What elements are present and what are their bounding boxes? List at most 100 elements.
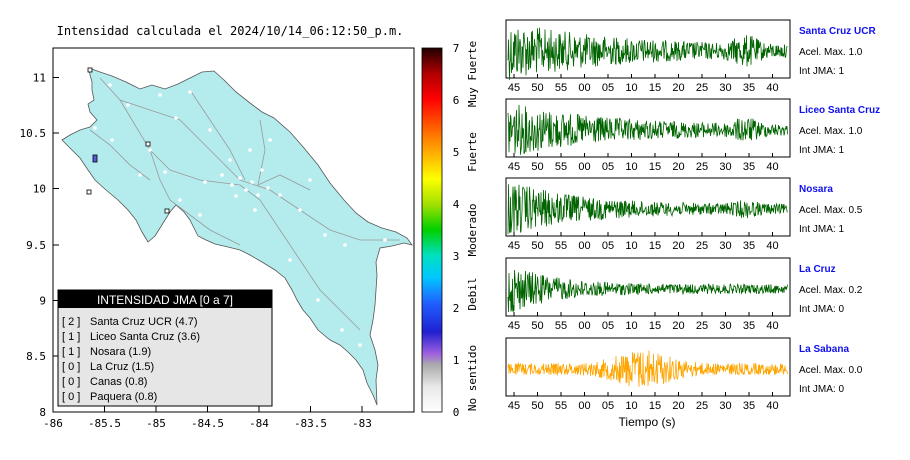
waveform-series xyxy=(507,104,788,155)
station-marker xyxy=(164,208,170,214)
colorbar-label: Moderado xyxy=(466,204,479,257)
wave-x-tick-label: 30 xyxy=(719,161,731,173)
town-dot xyxy=(343,243,347,247)
town-dot xyxy=(248,148,252,152)
town-dot xyxy=(126,103,130,107)
town-dot xyxy=(260,168,264,172)
x-tick-label: -86 xyxy=(43,417,63,430)
wave-x-tick-label: 15 xyxy=(649,400,661,412)
wave-x-tick-label: 10 xyxy=(625,161,637,173)
wave-x-tick-label: 20 xyxy=(672,240,684,252)
x-axis-label: Tiempo (s) xyxy=(619,415,676,429)
wave-x-tick-label: 55 xyxy=(555,320,567,332)
colorbar-label: No sentido xyxy=(466,345,479,411)
town-dot xyxy=(268,138,272,142)
town-dot xyxy=(238,176,242,180)
station-marker xyxy=(87,67,93,73)
wave-x-tick-label: 40 xyxy=(766,82,778,94)
wave-x-tick-label: 50 xyxy=(531,161,543,173)
wave-x-tick-label: 10 xyxy=(625,320,637,332)
colorbar-tick-label: 0 xyxy=(453,406,460,419)
waveform-series xyxy=(507,184,788,235)
wave-x-tick-label: 10 xyxy=(625,82,637,94)
y-tick-label: 9.5 xyxy=(26,239,46,252)
wave-x-tick-label: 30 xyxy=(719,82,731,94)
wave-x-tick-label: 35 xyxy=(743,240,755,252)
x-tick-label: -84 xyxy=(249,417,269,430)
town-markers xyxy=(93,83,387,347)
station-markers xyxy=(86,67,170,214)
wave-x-tick-label: 15 xyxy=(649,161,661,173)
y-tick-label: 8 xyxy=(39,406,46,419)
town-dot xyxy=(256,193,260,197)
town-dot xyxy=(174,116,178,120)
town-dot xyxy=(93,126,97,130)
legend-item-level: [ 0 ] xyxy=(62,361,80,373)
colorbar-tick-label: 3 xyxy=(453,250,460,263)
legend-item-level: [ 1 ] xyxy=(62,346,80,358)
wave-x-tick-label: 15 xyxy=(649,320,661,332)
legend-item-level: [ 1 ] xyxy=(62,331,80,343)
x-tick-label: -84.5 xyxy=(191,417,224,430)
town-dot xyxy=(358,343,362,347)
waveform-series xyxy=(507,350,788,387)
x-tick-label: -83 xyxy=(352,417,372,430)
colorbar-label: Muy Fuerte xyxy=(466,41,479,107)
wave-x-tick-label: 30 xyxy=(719,240,731,252)
station-accel: Acel. Max. 0.5 xyxy=(799,205,863,216)
station-accel: Acel. Max. 0.2 xyxy=(799,285,863,296)
y-tick-label: 10.5 xyxy=(20,127,47,140)
wave-x-tick-label: 40 xyxy=(766,161,778,173)
town-dot xyxy=(198,213,202,217)
town-dot xyxy=(148,148,152,152)
intensity-colorbar: 7 6 5 4 3 2 1 0 Muy Fuerte Fuerte Moderado Debil No… xyxy=(421,41,479,419)
station-name: Liceo Santa Cruz xyxy=(799,105,880,116)
wave-x-tick-label: 50 xyxy=(531,240,543,252)
colorbar-tick-label: 6 xyxy=(453,94,460,107)
wave-x-tick-label: 55 xyxy=(555,400,567,412)
wave-x-tick-label: 05 xyxy=(602,400,614,412)
town-dot xyxy=(208,128,212,132)
colorbar-tick-label: 1 xyxy=(453,354,460,367)
waveform-series xyxy=(507,269,788,313)
colorbar-label: Fuerte xyxy=(466,132,479,172)
wave-x-tick-label: 45 xyxy=(508,82,520,94)
wave-x-tick-label: 25 xyxy=(696,161,708,173)
costa-rica-land xyxy=(61,67,413,406)
wave-x-tick-label: 50 xyxy=(531,320,543,332)
wave-x-tick-label: 05 xyxy=(602,161,614,173)
wave-x-tick-label: 25 xyxy=(696,320,708,332)
station-intensity: Int JMA: 0 xyxy=(799,384,844,395)
station-intensity: Int JMA: 1 xyxy=(799,224,844,235)
colorbar-tick-label: 4 xyxy=(453,198,460,211)
legend-item-level: [ 2 ] xyxy=(62,316,80,328)
town-dot xyxy=(253,208,257,212)
colorbar-label: Debil xyxy=(466,277,479,310)
y-tick-label: 11 xyxy=(33,72,46,85)
wave-x-tick-label: 50 xyxy=(531,82,543,94)
waveform-panel: 45 50 55 00 05 10 15 20 25 30 35 40 Santa Cruz UCR Ac… xyxy=(505,19,876,94)
legend-item-name: La Cruz (1.5) xyxy=(90,361,154,373)
wave-x-tick-label: 00 xyxy=(578,400,590,412)
wave-x-tick-label: 05 xyxy=(602,240,614,252)
wave-x-tick-label: 00 xyxy=(578,320,590,332)
wave-x-tick-label: 55 xyxy=(555,240,567,252)
station-marker xyxy=(86,189,92,195)
colorbar-tick-label: 2 xyxy=(453,302,460,315)
wave-x-tick-label: 50 xyxy=(531,400,543,412)
town-dot xyxy=(298,208,302,212)
colorbar-tick-label: 7 xyxy=(453,42,460,55)
wave-x-tick-label: 00 xyxy=(578,161,590,173)
station-name: Nosara xyxy=(799,184,833,195)
wave-x-tick-label: 20 xyxy=(672,320,684,332)
wave-x-tick-label: 45 xyxy=(508,400,520,412)
wave-x-tick-label: 30 xyxy=(719,320,731,332)
legend-item-level: [ 0 ] xyxy=(62,391,80,403)
town-dot xyxy=(220,173,224,177)
intensity-legend: INTENSIDAD JMA [0 a 7] [ 2 ] Santa Cruz U… xyxy=(57,289,273,407)
wave-x-tick-label: 45 xyxy=(508,161,520,173)
town-dot xyxy=(316,298,320,302)
wave-x-tick-label: 40 xyxy=(766,320,778,332)
wave-x-tick-label: 05 xyxy=(602,320,614,332)
